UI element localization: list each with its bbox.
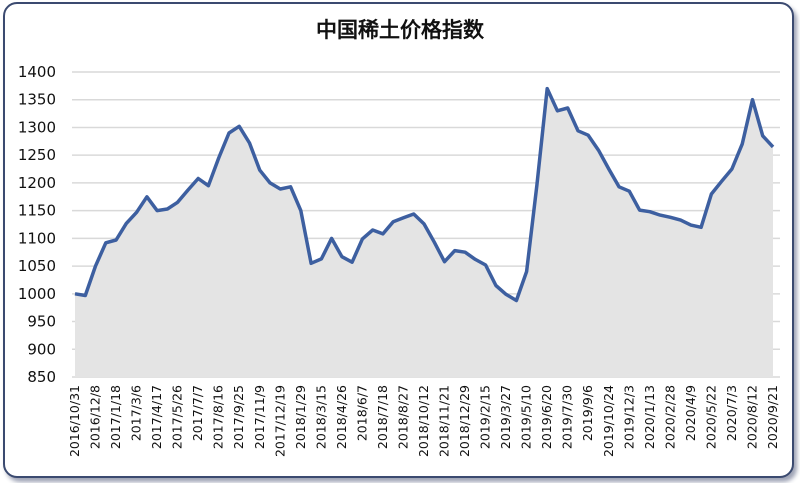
- x-tick-label: 2020/9/21: [765, 385, 780, 449]
- y-tick-label: 1000: [18, 285, 56, 303]
- x-tick-label: 2017/11/9: [252, 385, 267, 449]
- x-tick-label: 2017/4/17: [149, 385, 164, 449]
- x-tick-label: 2020/2/28: [662, 385, 677, 449]
- x-tick-label: 2018/3/15: [313, 385, 328, 449]
- y-tick-label: 1050: [18, 257, 56, 275]
- x-tick-label: 2019/12/3: [621, 385, 636, 449]
- x-tick-label: 2019/3/27: [498, 385, 513, 449]
- y-tick-label: 1400: [18, 63, 56, 81]
- x-tick-label: 2020/5/22: [703, 385, 718, 449]
- x-tick-label: 2017/1/18: [108, 385, 123, 449]
- x-tick-label: 2018/6/7: [354, 385, 369, 441]
- x-tick-label: 2018/10/12: [416, 385, 431, 457]
- y-tick-label: 950: [27, 313, 56, 331]
- x-tick-label: 2017/3/6: [129, 385, 144, 441]
- x-tick-label: 2019/6/20: [539, 385, 554, 449]
- x-tick-label: 2018/1/29: [293, 385, 308, 449]
- x-tick-label: 2019/9/6: [580, 385, 595, 441]
- y-tick-label: 850: [27, 368, 56, 386]
- x-tick-label: 2018/12/29: [457, 385, 472, 457]
- x-tick-label: 2019/10/24: [601, 385, 616, 457]
- x-tick-label: 2018/8/27: [395, 385, 410, 449]
- x-tick-label: 2018/7/18: [375, 385, 390, 449]
- y-tick-label: 1350: [18, 91, 56, 109]
- x-tick-label: 2017/9/25: [231, 385, 246, 449]
- x-tick-label: 2019/7/30: [560, 385, 575, 449]
- x-tick-label: 2018/4/26: [334, 385, 349, 449]
- x-tick-label: 2017/5/26: [170, 385, 185, 449]
- x-tick-label: 2020/4/9: [683, 385, 698, 441]
- y-tick-label: 1300: [18, 118, 56, 136]
- area-fill: [75, 88, 773, 377]
- y-tick-label: 1200: [18, 174, 56, 192]
- x-tick-label: 2017/12/19: [272, 385, 287, 457]
- x-tick-label: 2020/8/12: [744, 385, 759, 449]
- x-tick-label: 2019/5/10: [519, 385, 534, 449]
- x-tick-label: 2020/7/3: [724, 385, 739, 441]
- x-tick-label: 2018/11/21: [437, 385, 452, 457]
- y-tick-label: 1250: [18, 146, 56, 164]
- y-tick-label: 1100: [18, 229, 56, 247]
- x-tick-label: 2016/12/8: [88, 385, 103, 449]
- x-tick-label: 2020/1/13: [642, 385, 657, 449]
- x-tick-label: 2017/7/7: [190, 385, 205, 441]
- x-tick-label: 2019/2/15: [478, 385, 493, 449]
- y-tick-label: 1150: [18, 202, 56, 220]
- y-tick-label: 900: [27, 340, 56, 358]
- chart-title: 中国稀土价格指数: [316, 18, 484, 42]
- x-tick-label: 2017/8/16: [211, 385, 226, 449]
- x-tick-label: 2016/10/31: [67, 385, 82, 457]
